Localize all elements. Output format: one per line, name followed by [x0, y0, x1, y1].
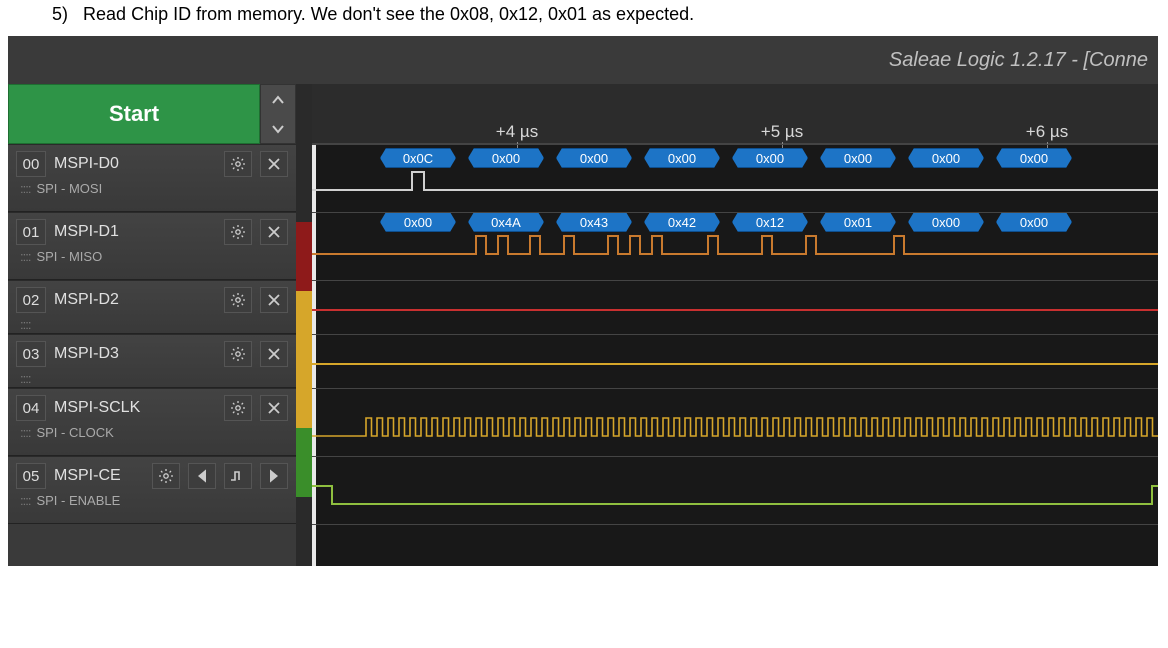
channel-name: MSPI-D0 — [54, 155, 216, 173]
x-button[interactable] — [260, 395, 288, 421]
channel-name: MSPI-CE — [54, 467, 144, 485]
spinner-up[interactable] — [261, 85, 295, 114]
channel-05[interactable]: 05 MSPI-CE ::::SPI - ENABLE — [8, 456, 296, 524]
drag-handle-icon[interactable]: :::: — [20, 181, 30, 196]
channel-number: 01 — [16, 219, 46, 245]
caption: 5) Read Chip ID from memory. We don't se… — [0, 0, 1168, 25]
channel-01[interactable]: 01 MSPI-D1 ::::SPI - MISO — [8, 212, 296, 280]
gear-button[interactable] — [224, 341, 252, 367]
channel-name: MSPI-SCLK — [54, 399, 216, 417]
drag-handle-icon[interactable]: :::: — [20, 249, 30, 264]
gear-button[interactable] — [224, 395, 252, 421]
x-button[interactable] — [260, 219, 288, 245]
channel-number: 00 — [16, 151, 46, 177]
chevron-down-icon — [272, 124, 284, 134]
decoded-byte[interactable]: 0x00 — [556, 148, 632, 168]
decoded-byte[interactable]: 0x4A — [468, 212, 544, 232]
channel-number: 03 — [16, 341, 46, 367]
gear-button[interactable] — [152, 463, 180, 489]
trigger-button[interactable] — [224, 463, 252, 489]
decoded-byte[interactable]: 0x12 — [732, 212, 808, 232]
channel-subtitle: :::: — [20, 371, 288, 386]
start-row: Start — [8, 84, 296, 144]
time-ruler[interactable]: +4 µs +5 µs +6 µs — [312, 84, 1158, 144]
channel-04[interactable]: 04 MSPI-SCLK ::::SPI - CLOCK — [8, 388, 296, 456]
decoded-byte[interactable]: 0x00 — [644, 148, 720, 168]
gear-button[interactable] — [224, 287, 252, 313]
caption-text: Read Chip ID from memory. We don't see t… — [83, 4, 694, 24]
main-area: Start 00 MSPI-D0 ::::SPI - MOSI 01 MSPI — [8, 84, 1158, 566]
decoded-byte[interactable]: 0x00 — [732, 148, 808, 168]
drag-handle-icon[interactable]: :::: — [20, 371, 30, 386]
time-tick: +4 µs — [496, 122, 538, 142]
channel-subtitle: ::::SPI - CLOCK — [20, 425, 288, 440]
x-button[interactable] — [260, 341, 288, 367]
drag-handle-icon[interactable]: :::: — [20, 425, 30, 440]
decoded-byte[interactable]: 0x00 — [468, 148, 544, 168]
channel-name: MSPI-D2 — [54, 291, 216, 309]
next-button[interactable] — [260, 463, 288, 489]
channel-number: 04 — [16, 395, 46, 421]
decoded-bytes-row: 0x00 0x4A 0x43 0x42 0x12 0x01 0x00 0x00 — [312, 212, 1158, 234]
drag-handle-icon[interactable]: :::: — [20, 317, 30, 332]
window-titlebar: Saleae Logic 1.2.17 - [Conne — [8, 36, 1158, 84]
decoded-byte[interactable]: 0x43 — [556, 212, 632, 232]
start-button-label: Start — [109, 101, 159, 127]
channel-subtitle: ::::SPI - ENABLE — [20, 493, 288, 508]
window-title: Saleae Logic 1.2.17 - [Conne — [889, 43, 1148, 77]
chevron-up-icon — [272, 95, 284, 105]
channel-subtitle: ::::SPI - MISO — [20, 249, 288, 264]
time-tick: +5 µs — [761, 122, 803, 142]
channel-subtitle: :::: — [20, 317, 288, 332]
logic-analyzer-window: Saleae Logic 1.2.17 - [Conne Start 00 — [8, 36, 1158, 566]
decoded-byte[interactable]: 0x01 — [820, 212, 896, 232]
decoded-bytes-row: 0x0C 0x00 0x00 0x00 0x00 0x00 0x00 0x00 — [312, 148, 1158, 170]
spinner-down[interactable] — [261, 114, 295, 143]
colorbar — [296, 84, 312, 566]
channel-number: 02 — [16, 287, 46, 313]
decoded-byte[interactable]: 0x00 — [996, 212, 1072, 232]
channel-03[interactable]: 03 MSPI-D3 :::: — [8, 334, 296, 388]
channel-00[interactable]: 00 MSPI-D0 ::::SPI - MOSI — [8, 144, 296, 212]
x-button[interactable] — [260, 287, 288, 313]
prev-button[interactable] — [188, 463, 216, 489]
decoded-byte[interactable]: 0x00 — [820, 148, 896, 168]
decoded-byte[interactable]: 0x00 — [908, 148, 984, 168]
gear-button[interactable] — [224, 151, 252, 177]
time-tick: +6 µs — [1026, 122, 1068, 142]
sidebar: Start 00 MSPI-D0 ::::SPI - MOSI 01 MSPI — [8, 84, 296, 566]
channel-name: MSPI-D3 — [54, 345, 216, 363]
decoded-byte[interactable]: 0x00 — [996, 148, 1072, 168]
channel-subtitle: ::::SPI - MOSI — [20, 181, 288, 196]
channel-number: 05 — [16, 463, 46, 489]
gear-button[interactable] — [224, 219, 252, 245]
drag-handle-icon[interactable]: :::: — [20, 493, 30, 508]
start-spinner — [260, 84, 296, 144]
decoded-byte[interactable]: 0x42 — [644, 212, 720, 232]
channel-name: MSPI-D1 — [54, 223, 216, 241]
decoded-byte[interactable]: 0x0C — [380, 148, 456, 168]
x-button[interactable] — [260, 151, 288, 177]
decoded-byte[interactable]: 0x00 — [380, 212, 456, 232]
decoded-byte[interactable]: 0x00 — [908, 212, 984, 232]
start-button[interactable]: Start — [8, 84, 260, 144]
caption-number: 5) — [52, 4, 68, 24]
channel-02[interactable]: 02 MSPI-D2 :::: — [8, 280, 296, 334]
channel-list: 00 MSPI-D0 ::::SPI - MOSI 01 MSPI-D1 :::… — [8, 144, 296, 566]
waveform-area[interactable]: +4 µs+5 µs+6 µs 0x0C0x000x000x000x000x00… — [312, 84, 1158, 566]
